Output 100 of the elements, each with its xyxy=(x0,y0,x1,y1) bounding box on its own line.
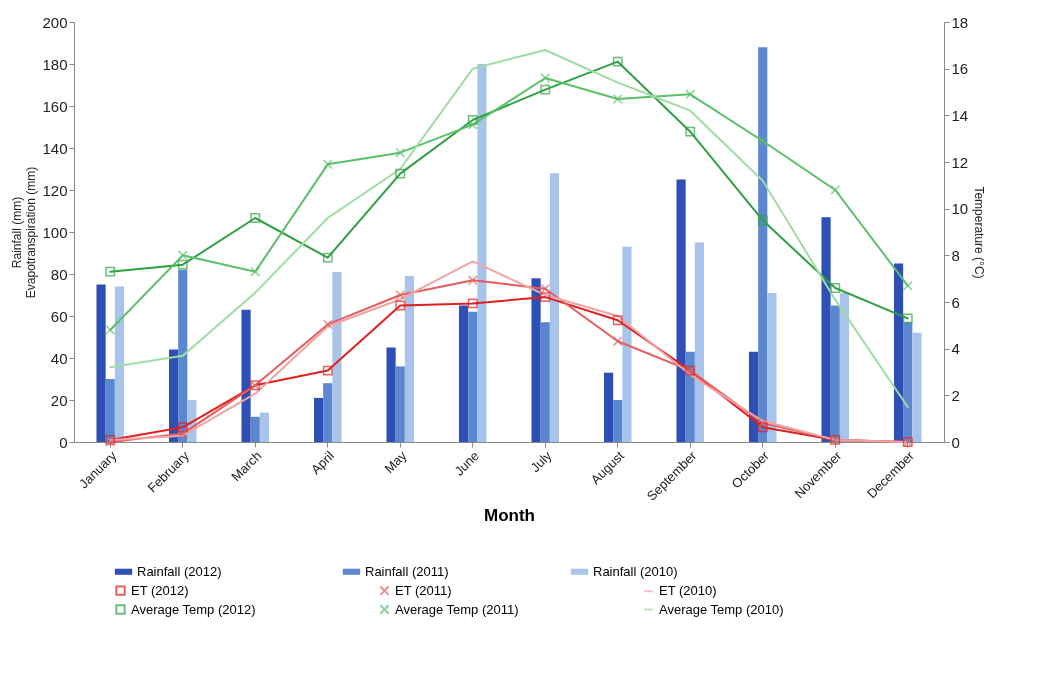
bar xyxy=(477,64,487,442)
point xyxy=(830,185,841,195)
point xyxy=(322,365,333,376)
point xyxy=(540,283,551,294)
bar xyxy=(168,349,179,442)
point xyxy=(105,325,116,335)
bar xyxy=(893,263,904,442)
point xyxy=(685,126,696,137)
point xyxy=(830,283,841,293)
x-tick-label: July xyxy=(527,447,555,476)
legend-label: Average Temp (2012) xyxy=(131,601,256,617)
point xyxy=(467,298,478,309)
y2-tick-label: 2 xyxy=(951,386,960,404)
y2-tick-label: 14 xyxy=(951,106,969,124)
bar xyxy=(332,271,342,442)
bar xyxy=(468,311,478,442)
bar xyxy=(105,379,115,442)
point xyxy=(467,275,478,286)
legend-label: ET (2012) xyxy=(131,582,189,598)
bar xyxy=(259,412,270,442)
line-series xyxy=(109,49,909,408)
y-tick-label: 100 xyxy=(42,223,68,241)
y2-tick-label: 4 xyxy=(951,340,960,358)
point xyxy=(322,159,333,170)
legend-label: Average Temp (2010) xyxy=(659,601,784,617)
point xyxy=(540,73,551,83)
point xyxy=(902,313,913,324)
point xyxy=(322,319,333,330)
bar xyxy=(912,332,922,442)
y2-tick-label: 18 xyxy=(951,13,969,31)
point xyxy=(757,418,768,429)
bar xyxy=(241,309,251,442)
bar xyxy=(395,366,405,442)
point xyxy=(612,94,623,104)
y2-tick-label: 16 xyxy=(951,60,969,78)
bar xyxy=(96,284,106,442)
bar xyxy=(404,276,415,442)
point xyxy=(757,422,768,433)
legend-label: Rainfall (2012) xyxy=(137,563,222,579)
point xyxy=(105,266,116,277)
y2-tick-label: 10 xyxy=(951,200,969,218)
point xyxy=(322,252,333,263)
y2-axis-title: Temperature (°C) xyxy=(972,186,987,279)
y-tick-label: 0 xyxy=(59,433,68,451)
bar xyxy=(676,179,686,442)
point xyxy=(177,422,188,433)
bar xyxy=(821,217,831,442)
bar xyxy=(531,278,541,442)
y-tick-label: 200 xyxy=(42,13,68,31)
point xyxy=(612,315,623,326)
y-tick-label: 60 xyxy=(50,307,68,325)
point xyxy=(757,215,768,226)
y-tick-label: 80 xyxy=(50,265,68,283)
point xyxy=(467,119,478,130)
point xyxy=(612,336,623,347)
y2-tick-label: 6 xyxy=(951,293,960,311)
legend-label: ET (2010) xyxy=(659,583,717,599)
legend-label: Average Temp (2011) xyxy=(395,601,519,617)
bar xyxy=(748,351,759,442)
bar xyxy=(313,397,324,442)
y-tick-label: 40 xyxy=(50,349,68,367)
y-axis-title: Rainfall (mm) Evapotranspiration (mm) xyxy=(10,166,39,299)
y-tick-label: 140 xyxy=(42,139,68,157)
bar xyxy=(250,416,260,442)
x-tick-label: May xyxy=(381,447,410,477)
y2-tick-label: 8 xyxy=(951,246,960,264)
bar xyxy=(458,305,469,442)
bar xyxy=(386,347,396,442)
y-tick-label: 120 xyxy=(42,181,68,199)
point xyxy=(177,259,188,270)
point xyxy=(467,115,478,125)
point xyxy=(177,428,188,439)
y-tick-label: 160 xyxy=(42,97,68,115)
y-tick-label: 180 xyxy=(42,55,68,73)
y2-tick-label: 0 xyxy=(951,433,960,451)
legend-label: Rainfall (2011) xyxy=(365,563,449,579)
bar xyxy=(839,292,850,442)
y-tick-label: 20 xyxy=(50,391,68,409)
bar xyxy=(549,173,560,442)
bar xyxy=(767,292,777,442)
point xyxy=(685,89,696,100)
point xyxy=(250,266,261,277)
point xyxy=(612,56,623,67)
point xyxy=(250,213,261,223)
bar xyxy=(622,246,632,442)
point xyxy=(902,280,913,291)
legend-label: ET (2011) xyxy=(395,582,452,598)
legend-label: Rainfall (2010) xyxy=(593,563,678,579)
point xyxy=(540,292,551,303)
bar xyxy=(603,372,614,442)
bar xyxy=(758,47,768,442)
bar xyxy=(903,322,913,442)
point xyxy=(177,250,188,261)
point xyxy=(757,136,768,146)
bar xyxy=(114,286,125,442)
bar xyxy=(830,305,840,442)
bar xyxy=(694,242,705,442)
bar xyxy=(540,322,550,442)
point xyxy=(395,290,406,300)
y2-tick-label: 12 xyxy=(951,153,969,171)
